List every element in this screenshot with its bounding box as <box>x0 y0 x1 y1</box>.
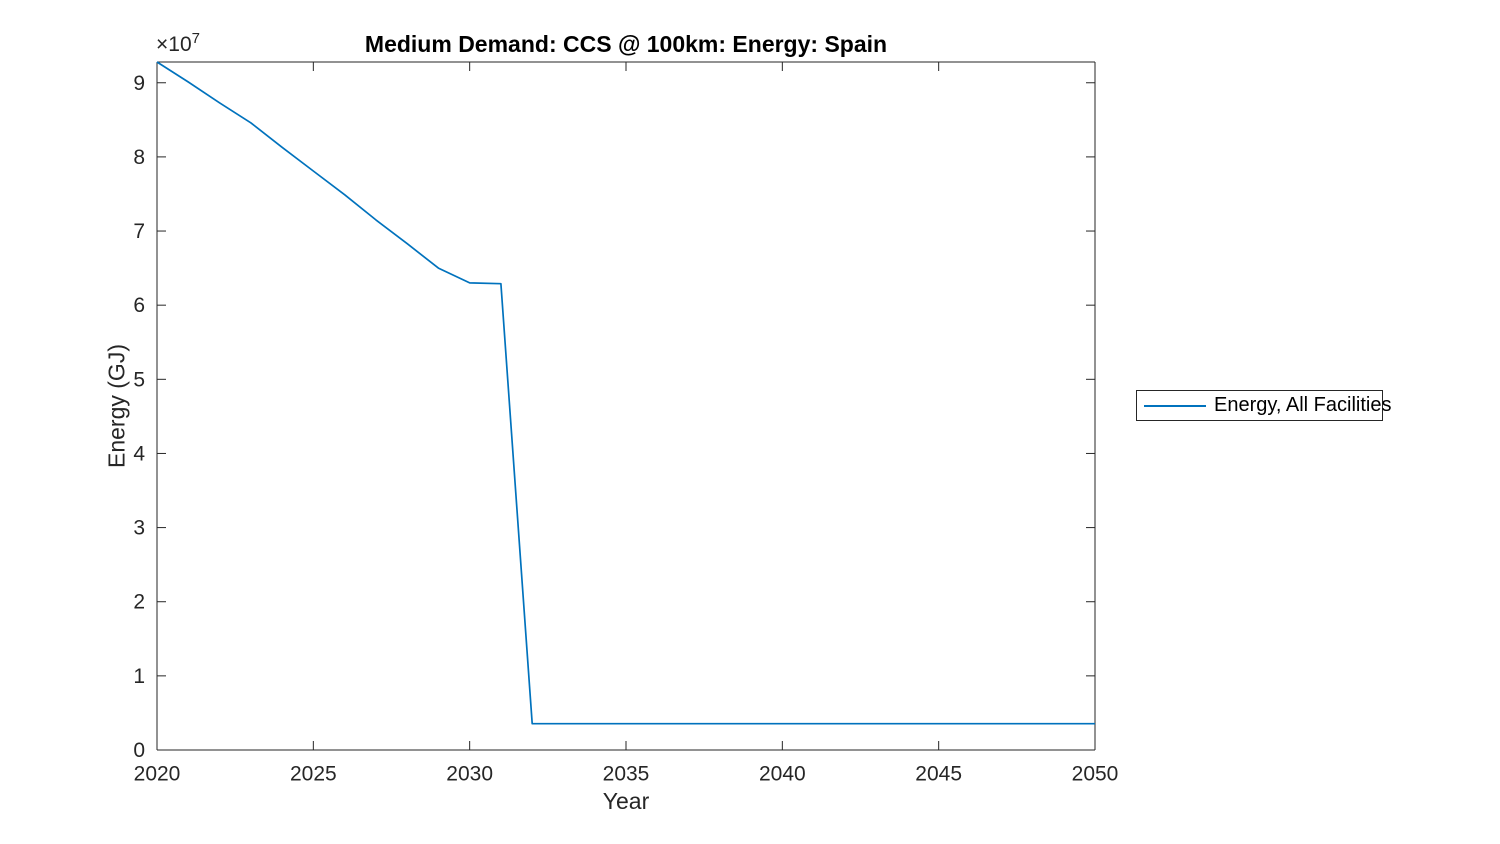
x-tick-label: 2045 <box>915 762 962 785</box>
y-axis-exponent-base: ×10 <box>156 33 192 56</box>
y-axis-label: Energy (GJ) <box>103 344 130 468</box>
x-tick-label: 2020 <box>134 762 181 785</box>
y-tick-label: 4 <box>133 442 145 465</box>
x-tick-label: 2040 <box>759 762 806 785</box>
series-line <box>156 61 1095 725</box>
y-tick-label: 5 <box>133 368 145 391</box>
y-tick-label: 9 <box>133 72 145 95</box>
y-tick-label: 1 <box>133 665 145 688</box>
y-tick-label: 6 <box>133 294 145 317</box>
y-tick-label: 0 <box>133 739 145 762</box>
y-axis-exponent-power: 7 <box>191 30 200 47</box>
y-tick-label: 3 <box>133 517 145 540</box>
legend: Energy, All Facilities <box>1136 390 1391 421</box>
chart-title: Medium Demand: CCS @ 100km: Energy: Spai… <box>364 31 888 57</box>
x-tick-label: 2035 <box>603 762 650 785</box>
legend-label: Energy, All Facilities <box>1214 394 1392 416</box>
y-axis-exponent-label: ×107 <box>156 30 200 57</box>
x-tick-label: 2030 <box>446 762 493 785</box>
y-tick-label: 7 <box>133 220 145 243</box>
x-axis-label: Year <box>602 788 650 814</box>
x-tick-label: 2050 <box>1072 762 1119 785</box>
legend-line-sample <box>1144 404 1206 407</box>
y-tick-label: 2 <box>133 591 145 614</box>
y-tick-label: 8 <box>133 146 145 169</box>
x-tick-label: 2025 <box>290 762 337 785</box>
